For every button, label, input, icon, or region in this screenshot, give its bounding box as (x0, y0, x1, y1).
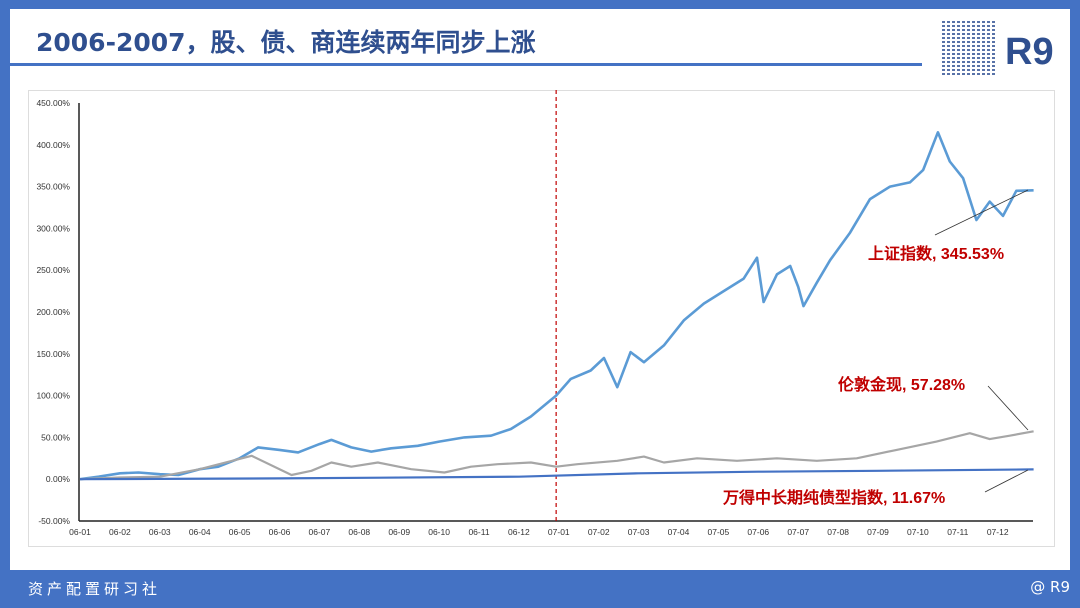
footer-handle: @ R9 (1030, 578, 1070, 596)
series-line-0 (79, 131, 1034, 481)
x-tick-label: 07-06 (747, 527, 769, 537)
x-tick-label: 06-04 (189, 527, 211, 537)
x-tick-label: 06-08 (348, 527, 370, 537)
x-tick-label: 06-09 (388, 527, 410, 537)
y-tick-label: 300.00% (36, 223, 70, 233)
chart-frame (28, 90, 1055, 547)
y-tick-label: 50.00% (41, 432, 70, 442)
leader-bond (984, 469, 1029, 493)
x-tick-label: 06-05 (229, 527, 251, 537)
page-title: 2006-2007，股、债、商连续两年同步上涨 (36, 28, 536, 57)
leader-gold (987, 385, 1029, 431)
title-divider (10, 63, 922, 66)
x-tick-label: 07-05 (708, 527, 730, 537)
logo: R9 (1005, 31, 1054, 73)
x-tick-label: 06-03 (149, 527, 171, 537)
footer-brand: 资产配置研习社 (28, 580, 162, 598)
x-tick-label: 07-01 (548, 527, 570, 537)
series-line-1 (79, 430, 1034, 481)
y-tick-label: 450.00% (36, 98, 70, 108)
y-tick-label: 350.00% (36, 182, 70, 192)
x-tick-label: 07-10 (907, 527, 929, 537)
y-tick-label: 200.00% (36, 307, 70, 317)
x-tick-label: 07-04 (668, 527, 690, 537)
y-tick-label: 100.00% (36, 391, 70, 401)
x-tick-label: 07-09 (867, 527, 889, 537)
x-tick-label: 06-02 (109, 527, 131, 537)
y-tick-label: 250.00% (36, 265, 70, 275)
x-tick-label: 06-10 (428, 527, 450, 537)
x-tick-label: 07-07 (787, 527, 809, 537)
label-shanghai: 上证指数, 345.53% (868, 244, 1004, 263)
x-tick-label: 06-12 (508, 527, 530, 537)
y-tick-label: 0.00% (46, 474, 71, 484)
series-line-2 (79, 468, 1034, 481)
leader-shanghai (934, 189, 1029, 236)
x-tick-label: 06-06 (269, 527, 291, 537)
y-tick-label: 400.00% (36, 140, 70, 150)
x-tick-label: 07-08 (827, 527, 849, 537)
y-tick-label: 150.00% (36, 349, 70, 359)
x-tick-label: 07-12 (987, 527, 1009, 537)
y-tick-label: -50.00% (38, 516, 70, 526)
qr-code-icon (940, 20, 995, 75)
x-tick-label: 07-03 (628, 527, 650, 537)
label-bond: 万得中长期纯债型指数, 11.67% (722, 488, 945, 507)
x-tick-label: 06-07 (309, 527, 331, 537)
x-tick-label: 06-01 (69, 527, 91, 537)
x-tick-label: 06-11 (468, 527, 489, 537)
x-tick-label: 07-11 (947, 527, 968, 537)
x-tick-label: 07-02 (588, 527, 610, 537)
label-gold: 伦敦金现, 57.28% (838, 375, 965, 394)
